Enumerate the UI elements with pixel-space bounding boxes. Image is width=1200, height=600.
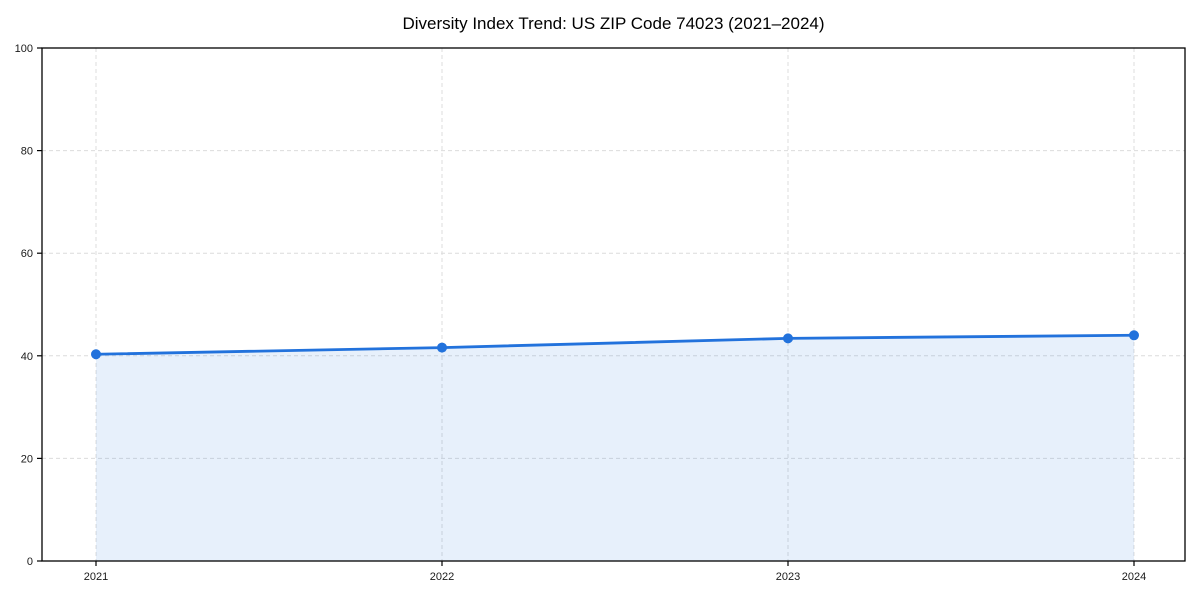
x-tick-label: 2022	[430, 571, 454, 583]
data-point-2024	[1129, 330, 1139, 341]
y-tick-label: 100	[15, 43, 33, 55]
x-tick-label: 2023	[776, 571, 800, 583]
trend-line	[94, 333, 1136, 356]
data-point-2021	[91, 349, 101, 360]
y-tick-label: 20	[21, 453, 33, 465]
data-point-2022	[437, 342, 447, 353]
y-tick-label: 40	[21, 351, 33, 363]
area-fill	[96, 335, 1134, 561]
y-tick-label: 80	[21, 146, 33, 158]
x-tick-label: 2024	[1122, 571, 1146, 583]
x-tick-label: 2021	[84, 571, 108, 583]
data-point-2023	[783, 333, 793, 344]
chart-title: Diversity Index Trend: US ZIP Code 74023…	[402, 14, 825, 33]
plot-frame	[41, 47, 1186, 562]
y-tick-label: 0	[27, 556, 33, 568]
y-tick-label: 60	[21, 248, 33, 260]
